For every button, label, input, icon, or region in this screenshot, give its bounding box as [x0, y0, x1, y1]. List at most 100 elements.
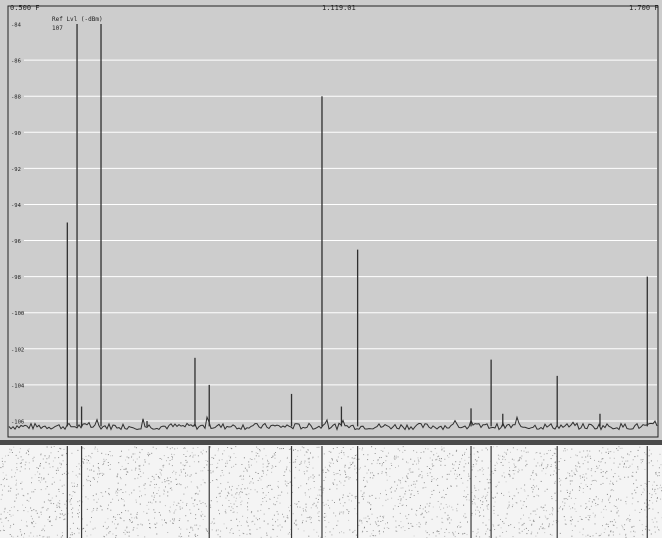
waterfall-speckle	[59, 506, 60, 507]
waterfall-speckle	[605, 506, 606, 507]
waterfall-speckle	[318, 447, 319, 448]
waterfall-speckle	[106, 459, 107, 460]
waterfall-speckle	[618, 499, 619, 500]
waterfall-speckle	[336, 460, 337, 461]
waterfall-speckle	[577, 455, 578, 456]
waterfall-speckle	[136, 518, 137, 519]
waterfall-speckle	[639, 447, 640, 448]
waterfall-speckle	[585, 457, 586, 458]
waterfall-speckle	[233, 508, 234, 509]
waterfall-speckle	[267, 460, 268, 461]
waterfall-speckle	[377, 517, 378, 518]
waterfall-speckle	[564, 498, 565, 499]
waterfall-speckle	[613, 525, 614, 526]
waterfall-speckle	[117, 475, 118, 476]
waterfall-speckle	[244, 488, 245, 489]
waterfall-speckle	[30, 498, 31, 499]
waterfall-speckle	[379, 533, 380, 534]
waterfall-speckle	[97, 449, 98, 450]
waterfall-speckle	[174, 513, 175, 514]
waterfall-speckle	[559, 508, 560, 509]
waterfall-speckle	[452, 464, 453, 465]
waterfall-speckle	[116, 535, 117, 536]
waterfall-speckle	[122, 466, 123, 467]
waterfall-speckle	[249, 483, 250, 484]
waterfall-speckle	[220, 475, 221, 476]
waterfall-speckle	[628, 467, 629, 468]
waterfall-speckle	[500, 519, 501, 520]
waterfall-speckle	[521, 458, 522, 459]
waterfall-speckle	[562, 501, 563, 502]
waterfall-speckle	[303, 447, 304, 448]
waterfall-speckle	[398, 449, 399, 450]
waterfall-speckle	[585, 508, 586, 509]
waterfall-speckle	[657, 497, 658, 498]
waterfall-speckle	[620, 500, 621, 501]
waterfall-speckle	[472, 466, 473, 467]
waterfall-speckle	[444, 459, 445, 460]
waterfall-speckle	[115, 517, 116, 518]
waterfall-speckle	[364, 486, 365, 487]
waterfall-speckle	[55, 511, 56, 512]
waterfall-speckle	[31, 477, 32, 478]
waterfall-speckle	[641, 459, 642, 460]
waterfall-speckle	[408, 514, 409, 515]
waterfall-speckle	[542, 524, 543, 525]
waterfall-speckle	[603, 483, 604, 484]
waterfall-speckle	[473, 466, 474, 467]
waterfall-speckle	[553, 509, 554, 510]
waterfall-speckle	[101, 506, 102, 507]
waterfall-speckle	[174, 454, 175, 455]
waterfall-speckle	[37, 513, 38, 514]
waterfall-speckle	[117, 488, 118, 489]
waterfall-speckle	[186, 529, 187, 530]
waterfall-speckle	[509, 462, 510, 463]
waterfall-speckle	[589, 517, 590, 518]
waterfall-speckle	[5, 456, 6, 457]
waterfall-speckle	[323, 472, 324, 473]
waterfall-speckle	[229, 473, 230, 474]
waterfall-speckle	[375, 453, 376, 454]
waterfall-speckle	[307, 449, 308, 450]
waterfall-speckle	[418, 460, 419, 461]
waterfall-speckle	[101, 492, 102, 493]
waterfall-speckle	[41, 489, 42, 490]
waterfall-speckle	[343, 485, 344, 486]
waterfall-speckle	[313, 478, 314, 479]
waterfall-speckle	[116, 527, 117, 528]
waterfall-speckle	[195, 535, 196, 536]
waterfall-speckle	[582, 477, 583, 478]
waterfall-speckle	[370, 509, 371, 510]
waterfall-speckle	[350, 465, 351, 466]
waterfall-speckle	[361, 490, 362, 491]
waterfall-speckle	[64, 485, 65, 486]
waterfall-speckle	[179, 536, 180, 537]
waterfall-speckle	[583, 488, 584, 489]
waterfall-speckle	[180, 462, 181, 463]
waterfall-speckle	[509, 467, 510, 468]
waterfall-speckle	[632, 493, 633, 494]
waterfall-speckle	[588, 462, 589, 463]
waterfall-speckle	[400, 480, 401, 481]
waterfall-speckle	[503, 465, 504, 466]
waterfall-speckle	[375, 498, 376, 499]
waterfall-speckle	[403, 504, 404, 505]
waterfall-speckle	[165, 505, 166, 506]
waterfall-speckle	[87, 459, 88, 460]
waterfall-speckle	[373, 535, 374, 536]
waterfall-speckle	[65, 514, 66, 515]
waterfall-background	[0, 445, 662, 538]
waterfall-speckle	[493, 446, 494, 447]
waterfall-speckle	[42, 507, 43, 508]
waterfall-speckle	[39, 517, 40, 518]
waterfall-speckle	[592, 481, 593, 482]
waterfall-speckle	[456, 450, 457, 451]
waterfall-speckle	[547, 518, 548, 519]
waterfall-speckle	[165, 481, 166, 482]
waterfall-speckle	[339, 470, 340, 471]
waterfall-speckle	[105, 522, 106, 523]
waterfall-speckle	[91, 457, 92, 458]
waterfall-speckle	[483, 516, 484, 517]
waterfall-speckle	[490, 530, 491, 531]
waterfall-speckle	[264, 497, 265, 498]
